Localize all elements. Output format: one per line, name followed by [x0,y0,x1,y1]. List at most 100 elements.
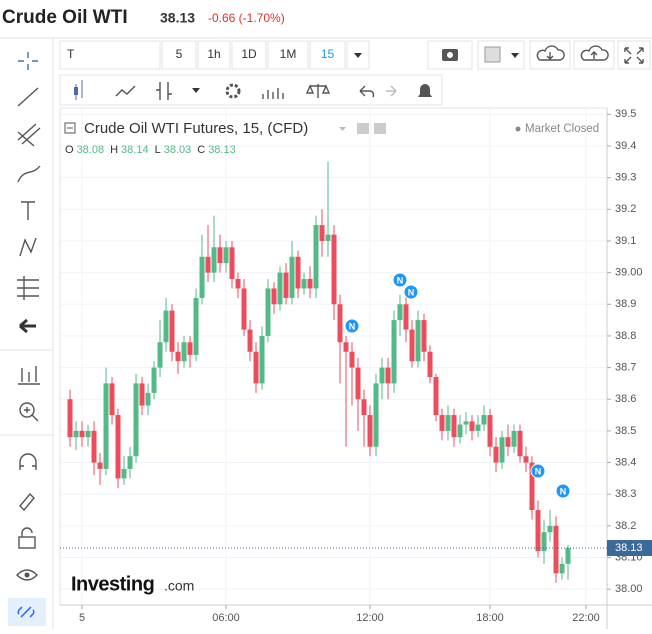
y-tick-label: 38.8 [615,330,636,342]
balance-icon[interactable] [305,84,331,98]
candle-body [427,351,433,378]
candle-body [337,304,343,343]
candle-body [217,247,223,264]
legend-settings[interactable] [357,123,369,134]
symbol-input[interactable] [59,40,161,70]
candle-body [229,247,235,279]
back-tool[interactable] [19,318,36,334]
unlock-tool[interactable] [18,536,36,549]
undo-icon[interactable] [359,85,375,98]
crosshair-tool[interactable] [18,52,38,70]
candle-body [235,278,241,289]
candle-body [319,225,325,241]
trendline-tool[interactable] [17,87,39,107]
news-marker-label: N [560,486,567,496]
link-icon [17,606,35,618]
interval-button[interactable] [161,40,197,70]
candle-body [91,430,97,463]
interval-button[interactable] [309,40,346,70]
candle-body [181,342,187,362]
collapse-icon[interactable] [64,122,76,134]
news-marker[interactable] [392,272,408,288]
y-tick-label: 38.3 [615,488,636,500]
candle-body [139,383,145,406]
style-arrow [511,53,519,58]
brush-tool[interactable] [17,165,41,183]
interval-label: 15 [321,47,335,61]
candle-body [193,297,199,355]
fib-tool[interactable] [17,123,41,147]
indicator-icon[interactable] [115,85,136,97]
candle-body [385,367,391,384]
prediction-tool[interactable] [17,276,39,300]
news-marker[interactable] [403,284,419,300]
visibility-tool[interactable] [16,569,38,581]
candle-body [451,415,457,438]
y-tick-label: 38.2 [615,520,636,532]
zoom-tool[interactable] [19,402,35,418]
x-tick-label: 18:00 [476,612,504,624]
candle-body [499,437,505,463]
candle-body [313,225,319,289]
redo-icon[interactable] [386,85,397,97]
candle-body [85,430,91,438]
y-tick-label: 38.7 [615,361,636,373]
pattern-tool[interactable] [19,237,37,257]
visibility-pupil [24,572,30,578]
lock-drawing-tool[interactable] [19,492,35,512]
interval-button[interactable] [197,40,231,70]
candle-body [259,335,265,384]
settings-icon[interactable] [225,83,241,99]
news-marker[interactable] [530,463,546,479]
candle-body [349,351,355,368]
y-tick-label: 38.9 [615,298,636,310]
ohlc-value: 38.03 [164,144,192,156]
candle-body [475,424,481,431]
ohlc-value: 38.08 [77,144,105,156]
candle-body [547,525,553,533]
x-tick-label: 22:00 [572,612,600,624]
symbol-text: T [67,47,75,61]
candles [67,161,571,583]
alert-icon[interactable] [418,84,432,97]
candle-body [145,392,151,406]
news-marker-label: N [349,321,356,331]
news-marker[interactable] [555,483,571,499]
toolbar-top: T 5 1h 1D 1M 15 [59,40,651,70]
unlock-shackle [21,527,33,537]
brand-name: Investing [71,573,154,595]
news-marker-label: N [535,466,542,476]
grid: 38.0038.1038.238.338.438.538.638.738.838… [60,108,643,624]
candle-body [205,256,211,273]
candle-body [445,415,451,431]
interval-button[interactable] [231,40,267,70]
interval-button[interactable] [267,40,309,70]
legend-close[interactable] [374,123,386,134]
interval-group: 5 1h 1D 1M 15 [161,40,346,70]
ohlc-key: H [110,144,118,156]
measure-tool[interactable] [18,366,40,385]
magnet-tool[interactable] [19,453,37,470]
plot-frame [59,107,608,606]
text-tool[interactable] [21,201,35,220]
candle-body [133,383,139,457]
compare-icon[interactable] [156,82,172,100]
ohlc-key: L [155,144,161,156]
last-price-tag [607,540,652,557]
candle-body [553,525,559,574]
y-tick-label: 38.5 [615,425,636,437]
y-tick-label: 39.4 [615,140,636,152]
fullscreen-button[interactable] [617,40,651,70]
candle-body [73,430,79,438]
candle-body [223,247,229,264]
camera-lens [447,52,453,58]
candle-body [487,415,493,447]
studies-icon[interactable] [262,88,284,99]
candle-body [97,462,103,469]
candle-body [403,304,409,330]
y-tick-label: 39.5 [615,108,636,120]
candle-body [529,462,535,511]
news-marker[interactable] [344,318,360,334]
candle-body [175,351,181,362]
